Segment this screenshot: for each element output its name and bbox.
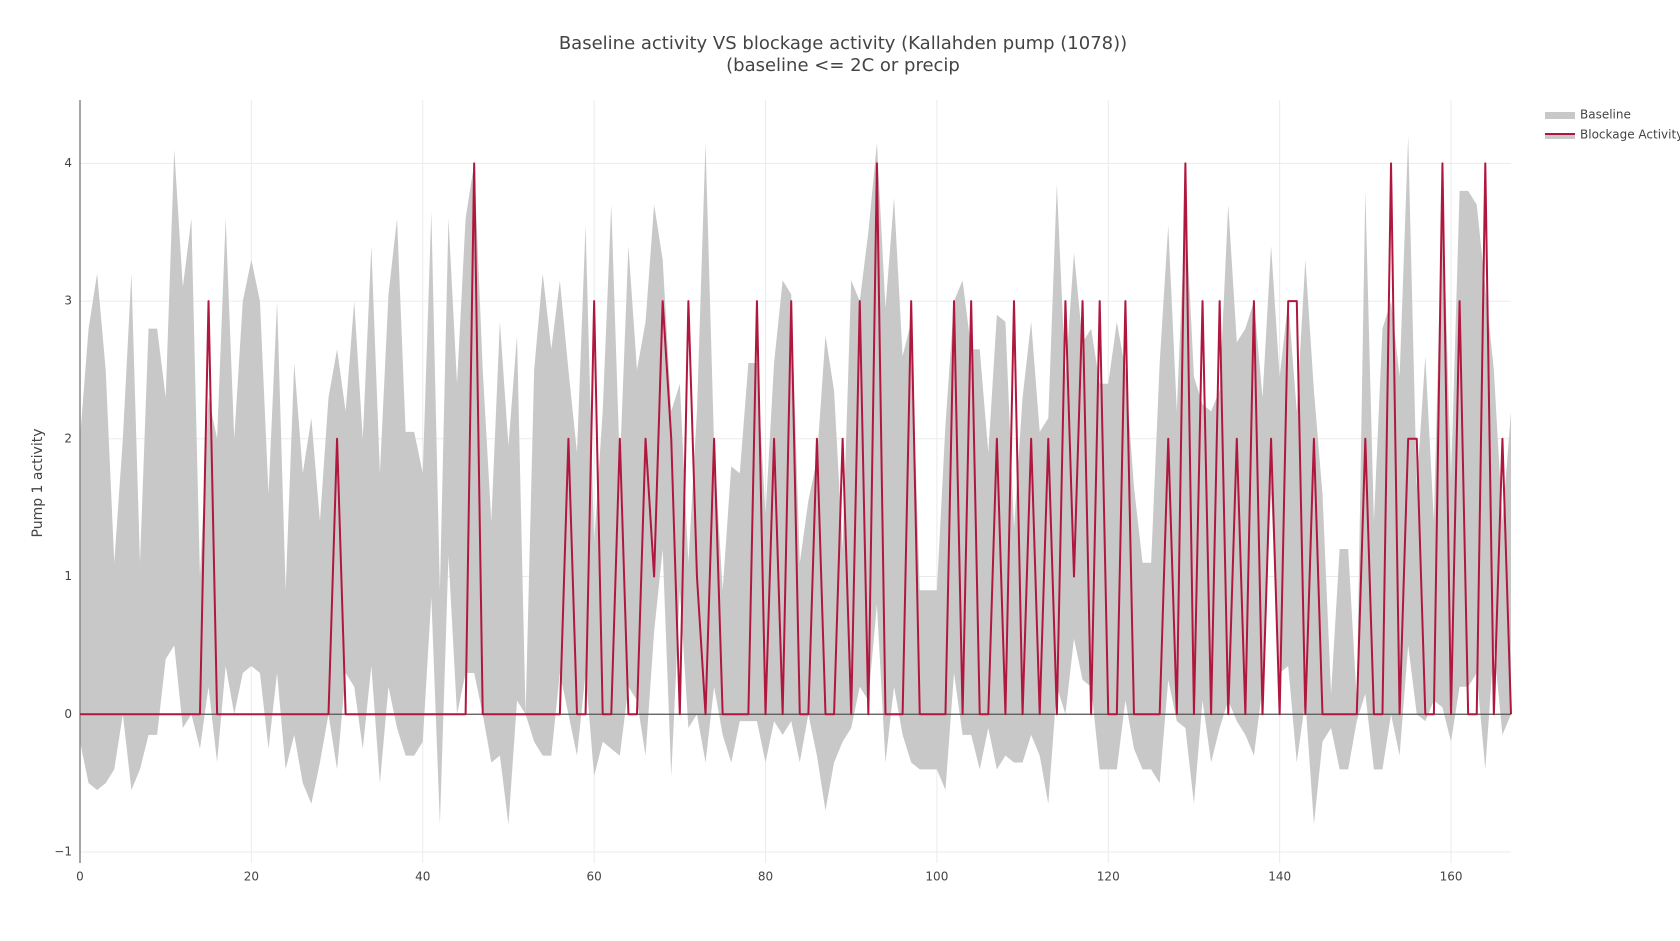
x-tick-label: 60 [586,870,601,884]
x-tick-label: 160 [1440,870,1463,884]
x-tick-label: 100 [925,870,948,884]
y-tick-label: −1 [54,844,72,858]
y-axis-label: Pump 1 activity [30,428,46,537]
y-tick-label: 3 [64,294,72,308]
x-tick-label: 80 [758,870,773,884]
y-tick-label: 4 [64,156,72,170]
y-tick-label: 2 [64,431,72,445]
x-tick-label: 0 [76,870,84,884]
x-tick-label: 120 [1097,870,1120,884]
x-tick-label: 40 [415,870,430,884]
x-tick-label: 140 [1268,870,1291,884]
legend-label[interactable]: Blockage Activity [1580,128,1680,142]
chart-subtitle: (baseline <= 2C or precip [726,55,960,76]
y-tick-label: 0 [64,707,72,721]
legend-swatch[interactable] [1545,112,1575,119]
blockage-line [80,162,1512,716]
chart-title: Baseline activity VS blockage activity (… [559,33,1127,54]
legend-swatch [1545,134,1575,139]
legend-label[interactable]: Baseline [1580,108,1631,122]
y-tick-label: 1 [64,569,72,583]
x-tick-label: 20 [244,870,259,884]
